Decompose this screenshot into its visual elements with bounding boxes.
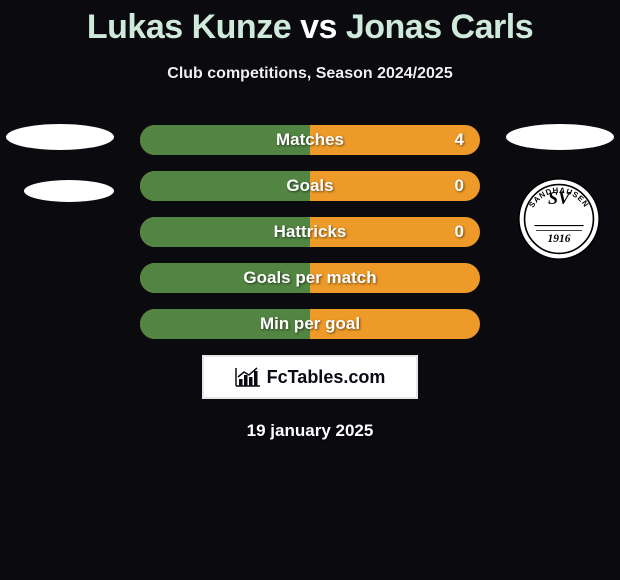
- subtitle: Club competitions, Season 2024/2025: [0, 65, 620, 83]
- vs-label: vs: [300, 8, 337, 46]
- stat-row-min-per-goal: Min per goal: [140, 309, 480, 339]
- stat-right-value: 0: [455, 222, 464, 242]
- player1-club-placeholder: [24, 180, 114, 202]
- stat-label: Goals: [286, 176, 333, 196]
- comparison-title: Lukas Kunze vs Jonas Carls: [0, 0, 620, 47]
- player2-name: Jonas Carls: [346, 8, 533, 46]
- brand-text: FcTables.com: [267, 367, 386, 388]
- stat-row-goals: Goals 0: [140, 171, 480, 201]
- brand-box[interactable]: FcTables.com: [202, 355, 418, 399]
- stat-right-value: 4: [455, 130, 464, 150]
- player1-photo-placeholder: [6, 124, 114, 150]
- player2-club-badge: SV SANDHAUSEN 1916: [518, 178, 600, 260]
- stat-right-value: 0: [455, 176, 464, 196]
- chart-icon: [235, 367, 261, 387]
- stat-row-hattricks: Hattricks 0: [140, 217, 480, 247]
- stat-label: Matches: [276, 130, 344, 150]
- stat-label: Hattricks: [274, 222, 347, 242]
- stat-row-matches: Matches 4: [140, 125, 480, 155]
- stat-label: Min per goal: [260, 314, 360, 334]
- date-label: 19 january 2025: [0, 421, 620, 441]
- stat-label: Goals per match: [243, 268, 376, 288]
- stat-left-bar: [140, 171, 310, 201]
- player1-name: Lukas Kunze: [87, 8, 291, 46]
- badge-year: 1916: [548, 233, 571, 245]
- player2-photo-placeholder: [506, 124, 614, 150]
- stat-row-goals-per-match: Goals per match: [140, 263, 480, 293]
